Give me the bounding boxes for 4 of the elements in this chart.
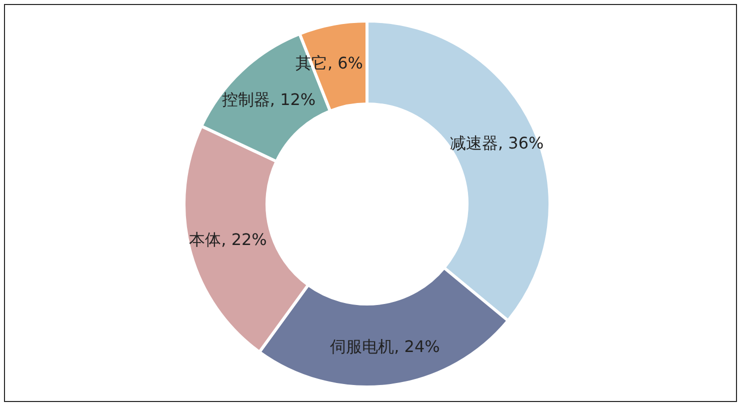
slice-label: 伺服电机, 24% [330,336,440,356]
slice-label: 控制器, 12% [222,90,316,109]
slice-label: 本体, 22% [189,230,267,250]
slice-label: 减速器, 36% [450,133,544,152]
